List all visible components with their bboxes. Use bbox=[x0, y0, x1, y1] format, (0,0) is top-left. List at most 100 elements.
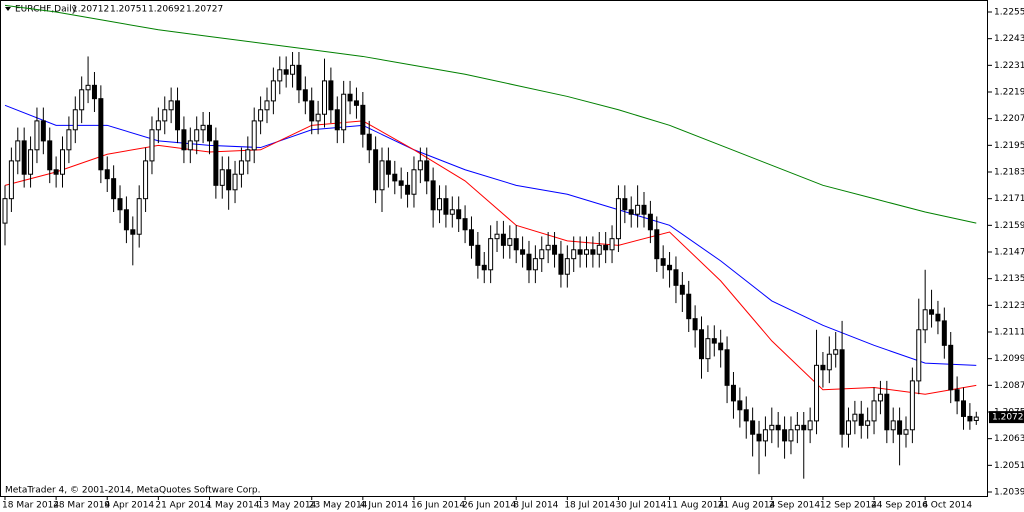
copyright: MetaTrader 4, © 2001-2014, MetaQuotes So… bbox=[5, 486, 261, 496]
candle-body bbox=[520, 249, 526, 255]
candle-body bbox=[903, 429, 909, 435]
symbol-menu-arrow[interactable] bbox=[5, 7, 11, 11]
candle-body bbox=[507, 238, 513, 246]
candle-body bbox=[622, 198, 628, 211]
candle-body bbox=[251, 120, 257, 151]
candle-body bbox=[443, 198, 449, 215]
candle-body bbox=[117, 198, 123, 211]
y-tick-label: 1.22550 bbox=[994, 8, 1024, 18]
candle-body bbox=[724, 349, 730, 386]
candle-body bbox=[807, 420, 813, 431]
candle-body bbox=[494, 233, 500, 240]
candle-body bbox=[935, 313, 941, 322]
candle-body bbox=[194, 129, 200, 142]
candle-body bbox=[66, 129, 72, 151]
candle-body bbox=[833, 349, 839, 355]
candle-body bbox=[775, 424, 781, 431]
candle-body bbox=[53, 169, 59, 175]
x-tick-label: 26 Jun 2014 bbox=[462, 501, 516, 511]
candle-body bbox=[341, 93, 347, 131]
x-tick-label: 9 Apr 2014 bbox=[104, 501, 154, 511]
candle-body bbox=[334, 109, 340, 131]
candle-body bbox=[21, 140, 27, 175]
candle-body bbox=[85, 84, 91, 91]
bid-tag bbox=[989, 411, 1024, 424]
y-tick-label: 1.22430 bbox=[994, 34, 1024, 44]
candle-body bbox=[743, 409, 749, 422]
x-tick-label: 23 May 2014 bbox=[309, 501, 368, 511]
candle-body bbox=[705, 338, 711, 360]
candle-body bbox=[449, 209, 455, 215]
x-tick-label: 30 Jul 2014 bbox=[615, 501, 666, 511]
candle-body bbox=[385, 160, 391, 175]
candle-body bbox=[456, 209, 462, 220]
candle-body bbox=[711, 338, 717, 344]
candle-body bbox=[47, 140, 53, 171]
candle-body bbox=[232, 173, 238, 191]
candle-body bbox=[571, 249, 577, 260]
candle-body bbox=[226, 169, 232, 191]
candle-body bbox=[143, 160, 149, 200]
candle-body bbox=[782, 429, 788, 442]
candle-body bbox=[200, 124, 206, 131]
candle-body bbox=[258, 109, 264, 122]
candle-body bbox=[583, 249, 589, 255]
x-tick-label: 21 Apr 2014 bbox=[155, 501, 211, 511]
x-tick-label: 13 May 2014 bbox=[258, 501, 317, 511]
candle-body bbox=[526, 253, 532, 271]
candle-body bbox=[373, 149, 379, 191]
y-tick-label: 1.21470 bbox=[994, 248, 1024, 258]
candle-body bbox=[916, 329, 922, 382]
candle-body bbox=[590, 249, 596, 255]
candle-body bbox=[366, 133, 372, 151]
candle-body bbox=[430, 180, 436, 211]
plot-frame bbox=[0, 0, 988, 497]
candle-body bbox=[175, 100, 181, 131]
moving-average bbox=[4, 4, 977, 224]
candle-body bbox=[149, 129, 155, 162]
candle-body bbox=[91, 84, 97, 100]
candle-body bbox=[730, 384, 736, 402]
candle-body bbox=[948, 344, 954, 391]
x-tick-label: 16 Jun 2014 bbox=[411, 501, 465, 511]
candle-body bbox=[360, 104, 366, 135]
y-tick-label: 1.20630 bbox=[994, 434, 1024, 444]
candle-body bbox=[481, 264, 487, 271]
candle-body bbox=[136, 198, 142, 235]
candle-body bbox=[615, 198, 621, 240]
candle-body bbox=[667, 264, 673, 271]
chart-title: EURCHF,Daily bbox=[15, 5, 78, 15]
x-tick-label: 6 Oct 2014 bbox=[922, 501, 972, 511]
candle-body bbox=[238, 160, 244, 175]
candle-body bbox=[718, 342, 724, 351]
candle-body bbox=[756, 433, 762, 442]
candle-body bbox=[437, 198, 443, 211]
candle-body bbox=[302, 89, 308, 102]
candle-body bbox=[111, 178, 117, 200]
candle-body bbox=[60, 149, 66, 175]
candle-body bbox=[794, 424, 800, 431]
x-tick-label: 21 Aug 2014 bbox=[718, 501, 776, 511]
candle-body bbox=[322, 80, 327, 115]
candle-body bbox=[929, 309, 935, 315]
candle-body bbox=[941, 320, 947, 346]
y-tick-label: 1.22190 bbox=[994, 88, 1024, 98]
candle-body bbox=[488, 238, 494, 271]
candle-body bbox=[392, 173, 398, 182]
candle-body bbox=[545, 244, 551, 251]
candle-body bbox=[635, 204, 641, 215]
candle-body bbox=[897, 420, 903, 435]
candle-body bbox=[769, 424, 775, 431]
y-tick-label: 1.20990 bbox=[994, 354, 1024, 364]
candle-body bbox=[328, 80, 334, 111]
candle-body bbox=[609, 238, 615, 251]
candle-body bbox=[353, 100, 359, 106]
candle-body bbox=[865, 420, 871, 426]
candle-body bbox=[28, 149, 34, 175]
x-tick-label: 2 Sep 2014 bbox=[769, 501, 821, 511]
x-tick-label: 1 May 2014 bbox=[206, 501, 259, 511]
candle-body bbox=[181, 129, 187, 151]
candle-body bbox=[884, 393, 890, 431]
candle-body bbox=[954, 389, 960, 402]
candle-body bbox=[34, 120, 40, 151]
